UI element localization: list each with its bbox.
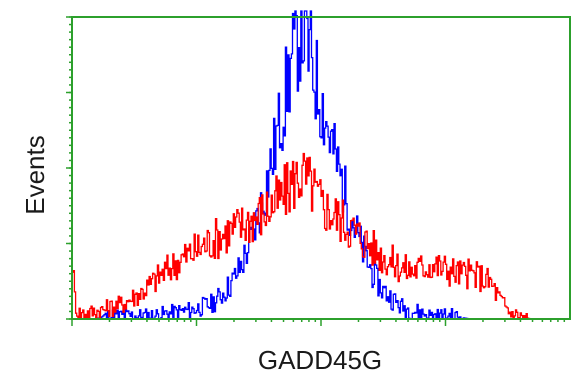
tick-layer: [66, 16, 566, 326]
y-axis-label: Events: [20, 135, 50, 215]
x-axis-label: GADD45G: [258, 345, 382, 375]
histogram-series-2: [72, 152, 570, 320]
plot-background: [72, 17, 571, 319]
